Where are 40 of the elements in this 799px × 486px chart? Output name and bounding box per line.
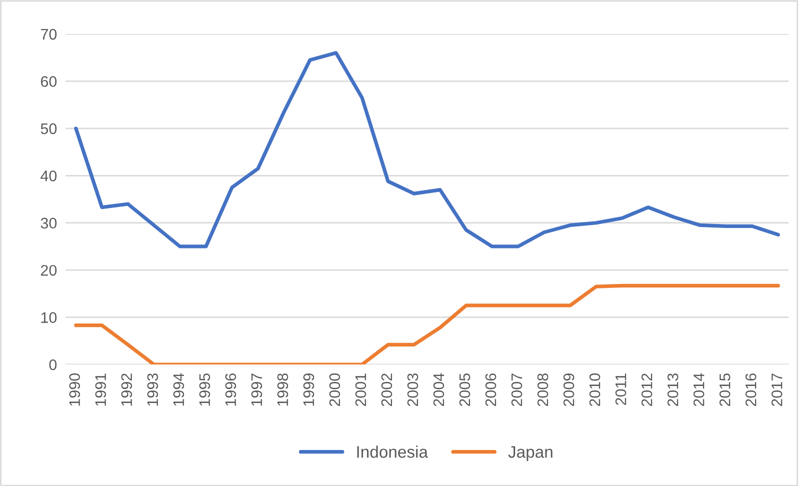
y-tick-label: 50: [40, 123, 57, 134]
x-tick-label: 2012: [641, 374, 652, 406]
x-tick-label: 1999: [303, 374, 314, 406]
x-tick-label: 1995: [199, 373, 210, 406]
x-tick-label: 1990: [69, 373, 80, 406]
y-tick-label: 40: [40, 170, 57, 182]
x-tick-label: 2002: [381, 374, 392, 406]
x-tick-label: 1991: [95, 374, 106, 406]
y-tick-label: 30: [40, 218, 57, 229]
x-tick-label: 2000: [329, 373, 340, 406]
y-tick-label: 20: [40, 264, 57, 276]
y-tick-label: 10: [41, 312, 57, 323]
x-tick-label: 2003: [407, 374, 418, 406]
x-tick-label: 2011: [615, 374, 626, 405]
y-tick-label: 70: [40, 28, 57, 40]
x-tick-label: 2010: [589, 373, 600, 406]
x-tick-label: 2016: [745, 374, 756, 406]
y-tick-label: 0: [49, 359, 57, 370]
x-tick-label: 1997: [251, 374, 262, 406]
x-tick-label: 2005: [459, 373, 470, 406]
legend-label: Indonesia: [357, 446, 428, 458]
x-tick-label: 1996: [225, 374, 236, 406]
x-tick-label: 2008: [537, 373, 548, 406]
x-tick-label: 2004: [433, 373, 444, 406]
x-tick-label: 1998: [277, 373, 288, 406]
x-tick-label: 2009: [563, 374, 574, 406]
y-tick-label: 60: [40, 76, 57, 87]
x-tick-label: 1993: [147, 374, 158, 406]
x-tick-label: 2013: [667, 374, 678, 406]
x-tick-label: 2007: [511, 374, 522, 406]
x-tick-label: 2015: [719, 373, 730, 406]
x-tick-label: 1994: [173, 373, 184, 406]
line-series: [74, 284, 780, 364]
x-tick-label: 2017: [771, 374, 782, 406]
x-tick-label: 2014: [693, 373, 704, 406]
x-tick-label: 2001: [355, 374, 366, 406]
x-tick-label: 1992: [121, 374, 132, 406]
x-tick-label: 2006: [485, 374, 496, 406]
legend-label: Japan: [508, 446, 552, 462]
line-series: [74, 51, 780, 248]
